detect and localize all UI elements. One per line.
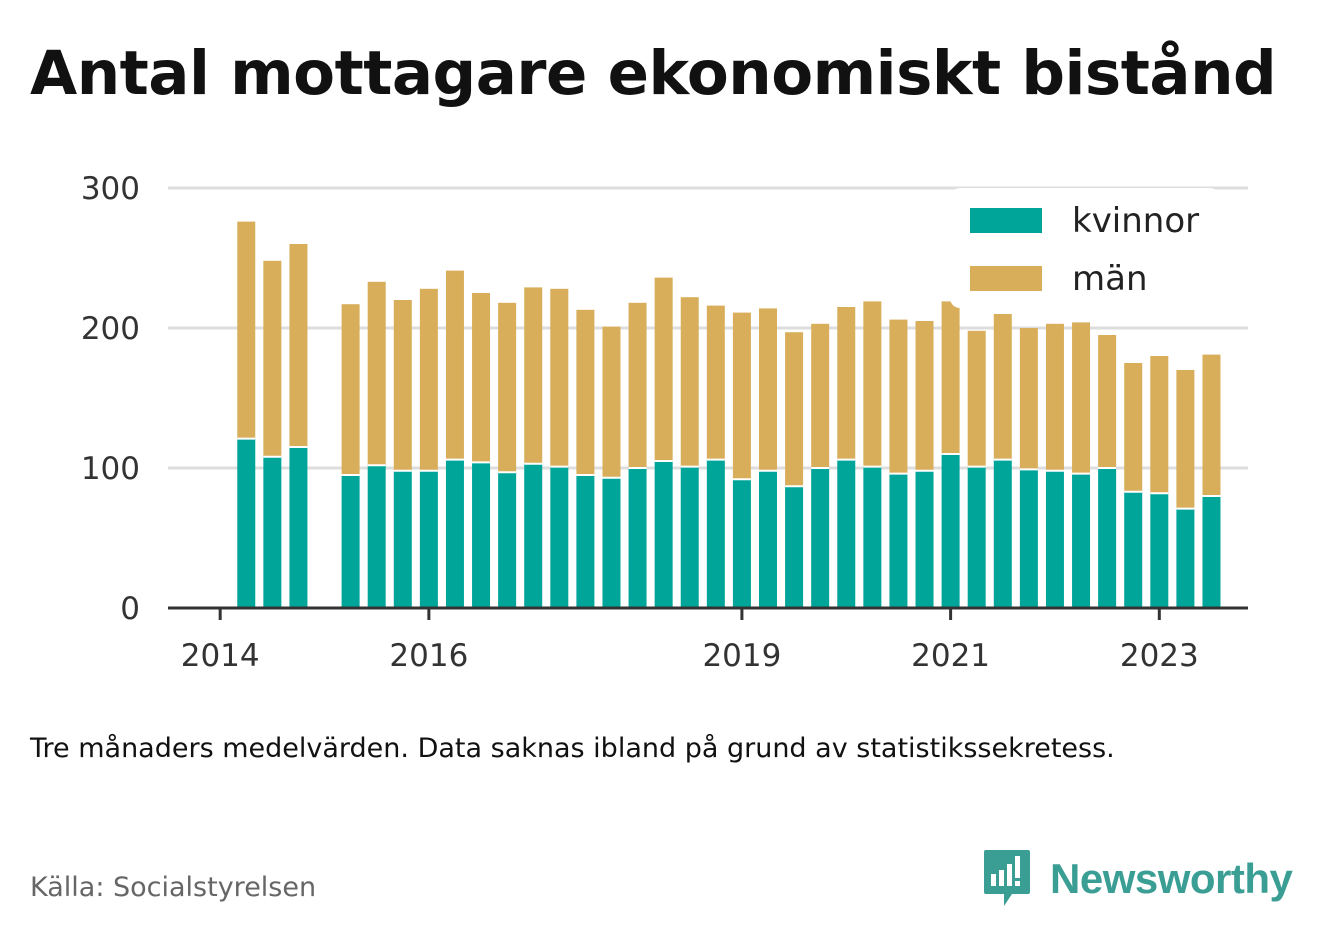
bar-man: [263, 260, 282, 457]
bar-man: [993, 314, 1012, 460]
bar-man: [837, 307, 856, 460]
bar-kvinnor: [837, 459, 856, 608]
bar-man: [550, 288, 569, 467]
bar-man: [237, 221, 256, 439]
bar-man: [628, 302, 647, 468]
bar-kvinnor: [1098, 468, 1117, 608]
bar-man: [889, 319, 908, 474]
bar-man: [393, 300, 412, 471]
bar-man: [498, 302, 517, 473]
brand-logo: Newsworthy: [982, 848, 1293, 910]
bar-kvinnor: [1176, 508, 1195, 608]
bar-man: [1176, 370, 1195, 509]
x-tick-label: 2021: [911, 638, 990, 674]
bar-man: [576, 309, 595, 475]
bar-kvinnor: [732, 479, 751, 608]
bar-kvinnor: [602, 477, 621, 608]
bar-kvinnor: [785, 486, 804, 608]
source-label: Källa: Socialstyrelsen: [30, 872, 317, 903]
bar-kvinnor: [1072, 473, 1091, 608]
bar-man: [367, 281, 386, 466]
y-tick-label: 300: [81, 171, 140, 207]
bar-kvinnor: [419, 470, 438, 608]
legend-label-man: män: [1072, 259, 1148, 299]
bar-kvinnor: [445, 459, 464, 608]
bar-man: [1019, 328, 1038, 470]
bar-kvinnor: [1019, 469, 1038, 608]
bar-kvinnor: [289, 447, 308, 608]
bar-man: [1150, 356, 1169, 494]
bar-man: [941, 301, 960, 454]
y-tick-label: 200: [81, 311, 140, 347]
bar-kvinnor: [1202, 496, 1221, 608]
bar-kvinnor: [341, 475, 360, 608]
bar-man: [524, 287, 543, 464]
bar-man: [654, 277, 673, 461]
x-tick-label: 2019: [702, 638, 781, 674]
bar-kvinnor: [967, 466, 986, 608]
brand-name: Newsworthy: [1050, 855, 1293, 902]
bar-kvinnor: [889, 473, 908, 608]
bar-kvinnor: [628, 468, 647, 608]
chart-note: Tre månaders medelvärden. Data saknas ib…: [30, 733, 1115, 764]
bar-man: [1098, 335, 1117, 468]
bar-man: [915, 321, 934, 471]
bar-man: [289, 244, 308, 447]
bar-man: [785, 332, 804, 487]
bar-kvinnor: [1150, 493, 1169, 608]
y-tick-label: 0: [120, 591, 140, 627]
bar-kvinnor: [863, 466, 882, 608]
legend-swatch-kvinnor: [970, 208, 1042, 233]
bar-man: [680, 297, 699, 467]
chart-title: Antal mottagare ekonomiskt bistånd: [30, 38, 1277, 109]
x-tick-label: 2023: [1120, 638, 1199, 674]
bar-kvinnor: [654, 461, 673, 608]
bar-man: [759, 308, 777, 471]
bars: [237, 221, 1221, 608]
bar-man: [732, 312, 751, 480]
bar-kvinnor: [472, 462, 491, 608]
bar-man: [419, 288, 438, 471]
bar-man: [1045, 323, 1064, 471]
bar-kvinnor: [498, 472, 517, 608]
bar-kvinnor: [706, 459, 725, 608]
x-axis: 2014 2016 2019 2021 2023: [168, 606, 1248, 674]
bar-kvinnor: [524, 463, 543, 608]
newsworthy-logo-icon: [984, 850, 1030, 906]
legend-swatch-man: [970, 266, 1042, 291]
bar-kvinnor: [237, 438, 256, 608]
bar-kvinnor: [367, 465, 386, 608]
bar-kvinnor: [550, 466, 569, 608]
bar-kvinnor: [811, 468, 830, 608]
bar-man: [1202, 354, 1221, 496]
x-tick-label: 2014: [181, 638, 260, 674]
bar-kvinnor: [263, 456, 282, 608]
bar-man: [967, 330, 986, 467]
x-tick-label: 2016: [389, 638, 468, 674]
bar-kvinnor: [576, 475, 595, 608]
chart: 0 100 200 300 2014 2016 2019 2021 2023 kvinnor …: [81, 171, 1248, 674]
bar-kvinnor: [1124, 491, 1143, 608]
bar-kvinnor: [941, 454, 960, 608]
bar-man: [1072, 322, 1091, 474]
bar-man: [472, 293, 491, 463]
bar-man: [1124, 363, 1143, 492]
bar-kvinnor: [759, 470, 777, 608]
bar-man: [602, 326, 621, 478]
y-axis: 0 100 200 300: [81, 171, 140, 627]
bar-man: [341, 304, 360, 475]
bar-kvinnor: [915, 470, 934, 608]
bar-man: [863, 301, 882, 467]
bar-kvinnor: [993, 459, 1012, 608]
bar-man: [706, 305, 725, 460]
bar-kvinnor: [393, 470, 412, 608]
bar-kvinnor: [680, 466, 699, 608]
bar-man: [445, 270, 464, 460]
legend: kvinnor män: [950, 188, 1220, 308]
legend-label-kvinnor: kvinnor: [1072, 201, 1199, 241]
y-tick-label: 100: [81, 451, 140, 487]
bar-kvinnor: [1045, 470, 1064, 608]
bar-man: [811, 323, 830, 468]
